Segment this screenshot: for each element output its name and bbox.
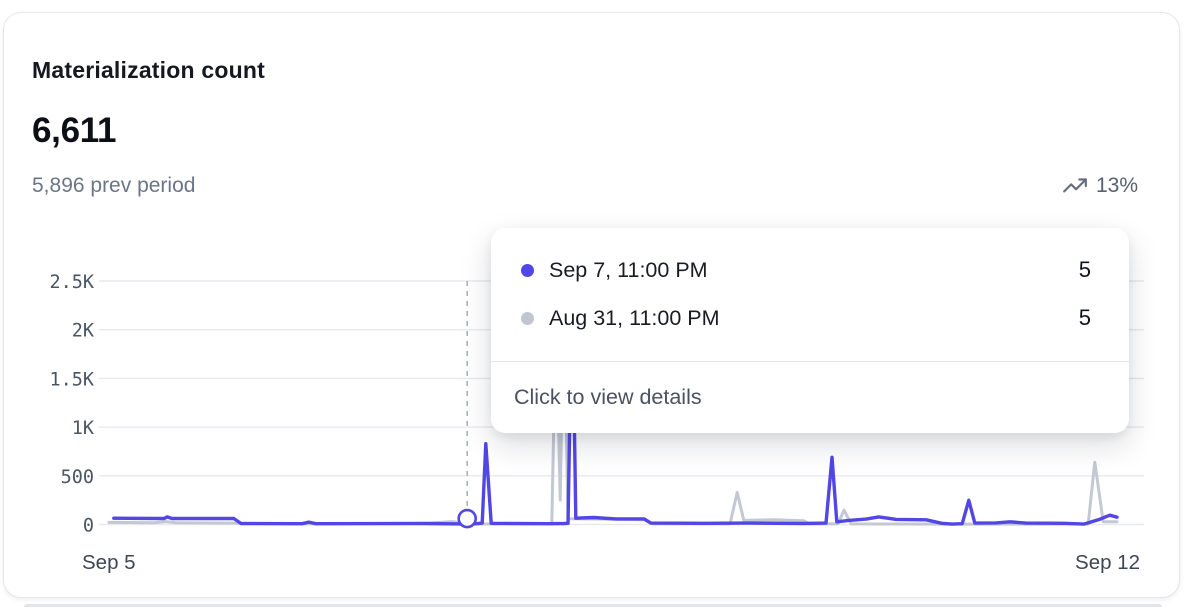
tooltip-divider <box>491 361 1129 362</box>
y-tick-0: 0 <box>83 516 94 537</box>
x-label-end: Sep 12 <box>1075 551 1140 574</box>
tooltip-value-current: 5 <box>1078 257 1091 282</box>
next-card-top-edge <box>24 604 1162 607</box>
y-tick-2000: 2K <box>72 321 95 342</box>
current-period-line <box>112 279 1119 526</box>
hover-point-marker <box>457 508 478 529</box>
materialization-count-card: Materialization count 6,611 5,896 prev p… <box>3 12 1180 598</box>
y-tick-1500: 1.5K <box>49 369 94 390</box>
y-tick-500: 500 <box>61 467 94 488</box>
tooltip-date-previous: Aug 31, 11:00 PM <box>549 305 720 330</box>
tooltip-date-current: Sep 7, 11:00 PM <box>549 257 708 282</box>
tooltip-row-current: Sep 7, 11:00 PM 5 <box>491 253 1129 287</box>
tooltip-row-previous: Aug 31, 11:00 PM 5 <box>491 301 1129 335</box>
y-tick-1000: 1K <box>72 418 95 439</box>
card-title: Materialization count <box>32 57 265 83</box>
metric-value: 6,611 <box>32 111 117 150</box>
metric-prev-period: 5,896 prev period <box>32 174 196 197</box>
y-tick-2500: 2.5K <box>49 272 94 293</box>
tooltip-value-previous: 5 <box>1078 305 1091 330</box>
current-series-dot-icon <box>521 263 534 277</box>
trend-indicator: 13% <box>1062 173 1138 199</box>
chart-tooltip[interactable]: Sep 7, 11:00 PM 5 Aug 31, 11:00 PM 5 Cli… <box>491 228 1129 433</box>
previous-series-dot-icon <box>521 311 534 325</box>
x-label-start: Sep 5 <box>82 551 136 574</box>
trending-up-icon <box>1062 173 1088 199</box>
tooltip-footer: Click to view details <box>514 385 702 409</box>
trend-percent: 13% <box>1095 174 1138 197</box>
